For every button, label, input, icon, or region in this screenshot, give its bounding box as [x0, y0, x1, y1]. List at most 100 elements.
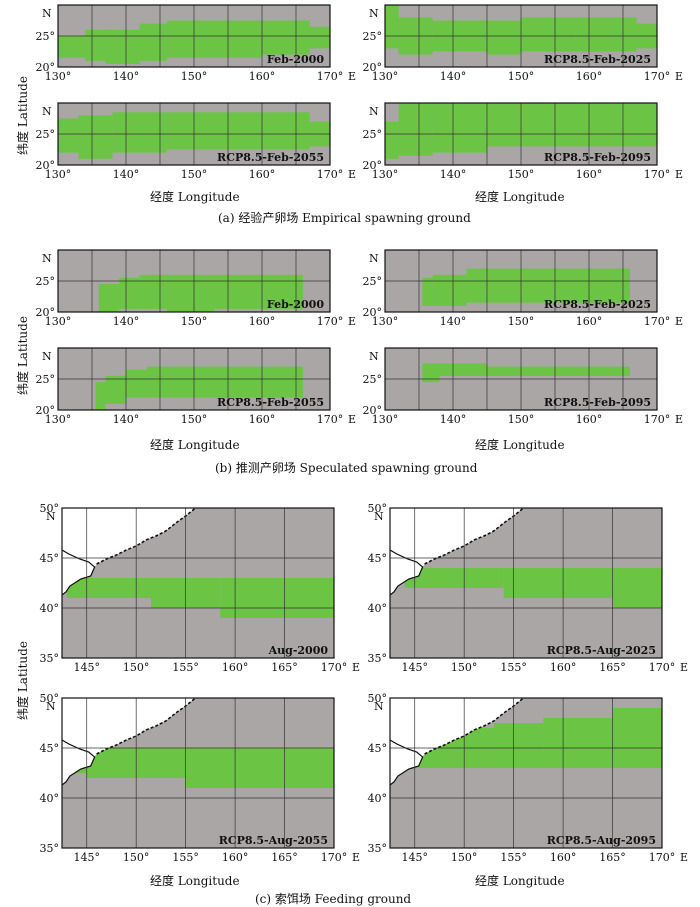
land-okhotsk-mask — [390, 508, 524, 567]
x-tick-label: 150° — [451, 661, 478, 674]
panel-frame — [384, 249, 658, 313]
panel-label: RCP8.5-Feb-2055 — [217, 396, 324, 409]
x-tick-label: 140° — [113, 70, 140, 83]
habitat-cell — [85, 29, 106, 61]
habitat-cell — [466, 268, 555, 303]
y-axis-title-a: 纬度 Latitude — [16, 76, 30, 155]
habitat-cell — [262, 20, 310, 55]
panel-label: RCP8.5-Feb-2025 — [544, 53, 651, 66]
y-tick-label: 45° — [368, 552, 388, 565]
x-tick-label: 165° — [599, 851, 626, 864]
map-panel-b-3: RCP8.5-Feb-2055 20° 25° N 130° 140° 150° 160° 17… — [36, 347, 356, 426]
x-tick-label: 160° — [249, 168, 276, 181]
x-tick-label: 160° — [222, 851, 249, 864]
map-panel-b-2: RCP8.5-Feb-2025 20° 25° N 130° 140° 150° 160° 17… — [363, 249, 683, 328]
east-label: E — [348, 168, 356, 181]
north-label: N — [46, 700, 56, 713]
habitat-cell — [58, 36, 86, 58]
panel-label: RCP8.5-Aug-2095 — [547, 834, 656, 847]
panel-frame — [384, 347, 658, 411]
east-label: E — [352, 661, 360, 674]
habitat-cell — [139, 23, 167, 61]
x-tick-label: 170° — [649, 851, 676, 864]
east-label: E — [348, 413, 356, 426]
habitat-cell — [398, 103, 433, 156]
x-tick-label: 140° — [113, 168, 140, 181]
x-axis-title-c-right: 经度 Longitude — [475, 874, 565, 888]
x-axis-title-b-right: 经度 Longitude — [475, 438, 565, 452]
north-label: N — [369, 7, 379, 20]
habitat-cell — [119, 277, 140, 309]
y-tick-label: 45° — [368, 742, 388, 755]
habitat-cell — [139, 274, 167, 309]
x-tick-label: 160° — [576, 413, 603, 426]
panel-frame — [61, 697, 335, 849]
east-label: E — [675, 315, 683, 328]
x-tick-label: 170° — [317, 70, 344, 83]
panel-label: RCP8.5-Feb-2095 — [544, 151, 651, 164]
y-tick-label: 35° — [40, 652, 60, 665]
x-tick-label: 150° — [123, 851, 150, 864]
x-tick-label: 130° — [372, 413, 399, 426]
coastline — [61, 739, 96, 786]
y-tick-label: 25° — [36, 30, 56, 43]
y-tick-label: 20° — [36, 159, 56, 172]
panel-frame — [57, 102, 331, 166]
x-tick-label: 160° — [222, 661, 249, 674]
x-tick-label: 150° — [123, 661, 150, 674]
habitat-cell — [166, 20, 262, 58]
habitat-cell — [521, 17, 576, 52]
habitat-cell — [385, 121, 399, 159]
y-tick-label: 25° — [36, 373, 56, 386]
x-tick-label: 140° — [440, 315, 467, 328]
x-tick-label: 150° — [181, 315, 208, 328]
x-tick-label: 165° — [599, 661, 626, 674]
x-tick-label: 165° — [271, 661, 298, 674]
coastline — [389, 549, 424, 596]
x-tick-label: 170° — [644, 70, 671, 83]
east-label: E — [675, 168, 683, 181]
panel-frame — [384, 102, 658, 166]
east-label: E — [680, 661, 688, 674]
north-label: N — [374, 510, 384, 523]
map-panel-c-1: Aug-2000 35° 40° 45° 50°N 145° 150° 155° 160° 165… — [40, 502, 361, 674]
kuril-islands — [424, 507, 525, 565]
habitat-cell — [487, 103, 657, 147]
x-tick-label: 130° — [372, 70, 399, 83]
panel-label: RCP8.5-Feb-2095 — [544, 396, 651, 409]
habitat-cell — [220, 578, 334, 618]
habitat-cell — [487, 366, 630, 376]
y-tick-label: 40° — [40, 792, 60, 805]
habitat-cell — [439, 363, 487, 376]
y-tick-label: 45° — [40, 552, 60, 565]
x-tick-label: 170° — [644, 413, 671, 426]
panel-frame — [57, 347, 331, 411]
y-tick-label: 50° — [368, 692, 388, 705]
x-tick-label: 150° — [181, 413, 208, 426]
habitat-cell — [503, 568, 613, 598]
x-tick-label: 145° — [73, 851, 100, 864]
map-panel-c-4: RCP8.5-Aug-2095 35° 40° 45° 50°N 145° 150° 155°… — [368, 692, 689, 864]
habitat-cell — [414, 568, 504, 588]
y-tick-label: 20° — [363, 61, 383, 74]
map-panel-c-3: RCP8.5-Aug-2055 35° 40° 45° 50°N 145° 150° 155°… — [40, 692, 361, 864]
panel-frame — [61, 507, 335, 659]
y-tick-label: 20° — [36, 404, 56, 417]
habitat-cell — [105, 29, 140, 64]
y-tick-label: 20° — [363, 159, 383, 172]
x-axis-title-a-right: 经度 Longitude — [475, 190, 565, 204]
east-label: E — [675, 70, 683, 83]
kuril-islands — [424, 697, 525, 755]
habitat-cell — [105, 375, 126, 404]
habitat-cell — [112, 112, 167, 153]
x-tick-label: 160° — [550, 851, 577, 864]
y-tick-label: 50° — [368, 502, 388, 515]
x-tick-label: 140° — [440, 70, 467, 83]
north-label: N — [42, 105, 52, 118]
y-tick-label: 25° — [363, 30, 383, 43]
panel-frame — [384, 4, 658, 68]
x-tick-label: 150° — [181, 70, 208, 83]
x-tick-label: 150° — [508, 413, 535, 426]
y-tick-label: 35° — [368, 652, 388, 665]
